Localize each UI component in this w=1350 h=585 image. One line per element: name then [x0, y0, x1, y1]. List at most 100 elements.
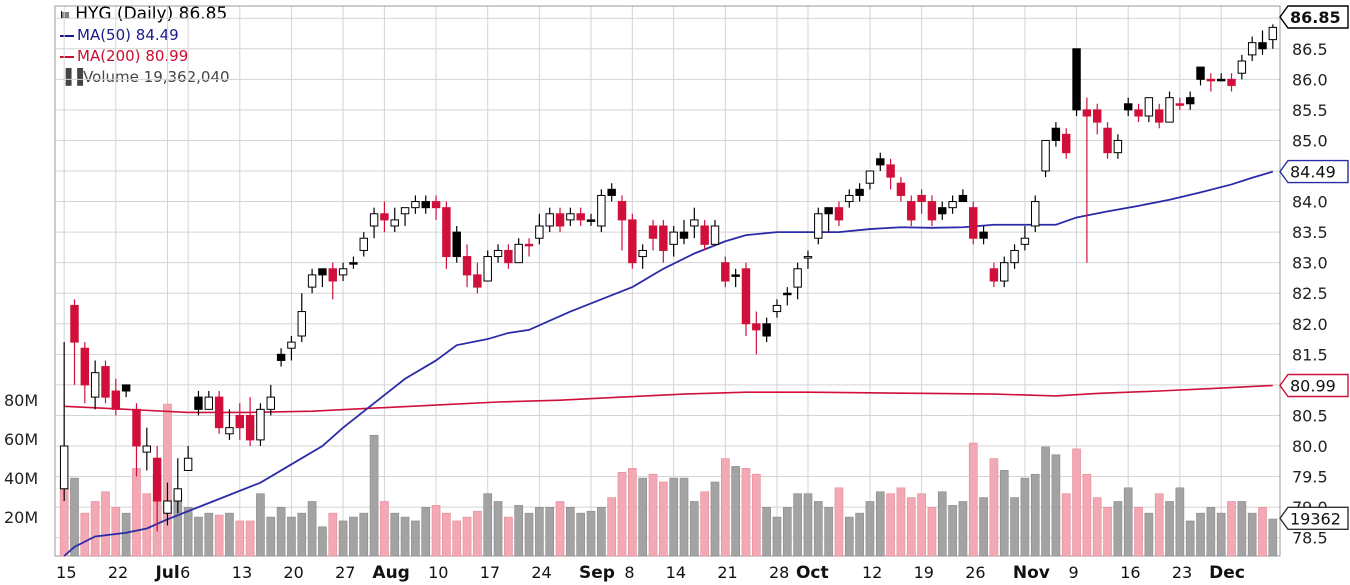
candle	[638, 244, 647, 269]
candle	[669, 226, 678, 257]
candle	[493, 244, 503, 263]
volume-bar	[225, 512, 234, 557]
candle-body	[183, 457, 193, 471]
candle-body	[80, 347, 90, 386]
ma200-swatch-icon	[60, 55, 74, 58]
volume-bar	[452, 520, 462, 557]
volume-bar	[390, 512, 400, 557]
candle-body	[669, 231, 678, 245]
volume-bar	[865, 501, 875, 557]
volume-bar	[659, 481, 668, 557]
candle-body	[958, 194, 968, 203]
candle	[349, 256, 358, 269]
volume-bar	[741, 468, 751, 557]
candle	[1041, 139, 1050, 178]
candle	[886, 158, 895, 190]
legend-ma50-label: MA(50)	[77, 26, 131, 44]
candle-body	[1092, 109, 1102, 123]
candle-body	[793, 268, 802, 288]
candle	[1247, 36, 1257, 61]
candle-body	[566, 213, 575, 221]
volume-bar	[875, 491, 885, 557]
volume-bar	[276, 507, 286, 557]
candle	[1031, 195, 1040, 233]
candle-body	[535, 225, 544, 239]
last-price-tag-label: 86.85	[1290, 8, 1341, 27]
candles	[59, 24, 1278, 532]
candle	[783, 287, 792, 306]
volume-bar	[214, 514, 224, 557]
volume-bar	[524, 512, 534, 557]
volume-bar	[1185, 520, 1195, 557]
candle	[90, 360, 100, 410]
price-tick-label: 83.5	[1292, 223, 1328, 242]
candle	[1082, 97, 1092, 263]
candle-body	[142, 445, 152, 453]
candle	[400, 207, 410, 226]
candle	[803, 250, 813, 269]
candle	[1103, 122, 1112, 159]
volume-bar	[1082, 473, 1092, 557]
candle-body	[452, 231, 461, 258]
candle	[772, 299, 782, 318]
candle	[896, 177, 906, 202]
candle	[700, 219, 709, 251]
price-tick-label: 83.0	[1292, 254, 1328, 273]
candle	[1185, 91, 1195, 110]
volume-tick-label: 60M	[4, 430, 38, 449]
volume-bar	[514, 505, 524, 557]
volume-tag: 19362	[1279, 506, 1349, 530]
candle-body	[1051, 127, 1061, 141]
candle-body	[245, 414, 255, 441]
candle-body	[70, 304, 79, 343]
candle-body	[555, 213, 565, 227]
candle	[276, 348, 286, 367]
legend-volume-label: Volume	[83, 68, 139, 86]
volume-bar	[380, 501, 389, 557]
date-tick-label: 19	[914, 563, 934, 582]
date-tick-label: 21	[717, 563, 737, 582]
volume-bar	[369, 434, 379, 557]
volume-bar	[844, 516, 854, 557]
ma50-tag: 84.49	[1279, 159, 1349, 184]
volume-bar	[1092, 497, 1102, 557]
candle	[731, 268, 740, 288]
candle-body	[524, 243, 534, 247]
candle	[710, 219, 720, 245]
candle-body	[979, 231, 988, 239]
volume-bar	[431, 505, 441, 557]
candle-body	[783, 292, 792, 296]
candle-body	[504, 249, 513, 264]
volume-bar	[617, 471, 627, 557]
candle-body	[194, 396, 203, 410]
candle-body	[752, 323, 761, 331]
candle	[1051, 122, 1061, 147]
volume-bar	[576, 512, 586, 557]
candle	[989, 262, 999, 288]
candle-body	[1082, 109, 1092, 117]
candle-body	[845, 194, 854, 203]
ma200-tag-label: 80.99	[1290, 377, 1336, 396]
volume-bar	[1144, 512, 1154, 557]
volume-bar	[287, 516, 296, 557]
candle-body	[338, 268, 348, 276]
candle	[917, 189, 926, 214]
candle	[679, 219, 689, 245]
volume-tag-label: 19362	[1290, 509, 1341, 528]
volume-bar	[669, 477, 678, 557]
volume-bar	[720, 458, 730, 557]
candle-body	[679, 231, 689, 239]
volume-bar	[245, 520, 255, 557]
volume-bar	[793, 493, 802, 557]
candle-body	[101, 366, 110, 398]
last-price-tag: 86.85	[1279, 5, 1349, 29]
candle-body	[514, 243, 523, 264]
volume-bar	[999, 470, 1009, 557]
date-tick-label: 10	[428, 563, 448, 582]
volume-axis: 20M 40M 60M 80M	[4, 391, 38, 527]
candle-body	[266, 396, 275, 410]
candle-body	[1206, 78, 1216, 82]
date-tick-label: 24	[531, 563, 551, 582]
candle-body	[803, 256, 813, 259]
